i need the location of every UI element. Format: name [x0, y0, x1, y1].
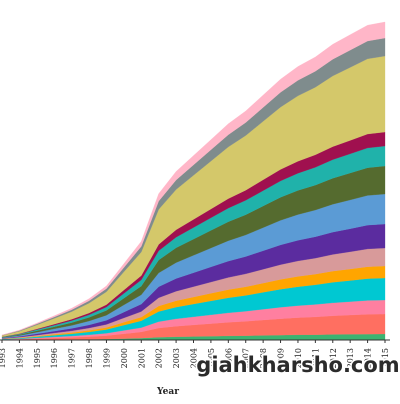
x-tick-label: 2010 [294, 348, 303, 368]
x-tick-label: 2001 [137, 348, 146, 368]
x-tick-label: 1994 [15, 348, 24, 368]
x-tick-label: 1995 [33, 348, 42, 368]
x-tick-label: 2013 [346, 348, 355, 368]
x-tick-label: 2006 [224, 348, 233, 368]
x-axis-label: Year [156, 387, 179, 397]
x-tick-label: 2015 [381, 348, 390, 368]
x-tick-label: 2005 [207, 348, 216, 368]
x-tick-label: 2014 [364, 348, 373, 368]
watermark: giahkharsho.com [196, 353, 399, 377]
x-tick-label: 2011 [311, 348, 320, 368]
area [1, 21, 386, 336]
x-tick-label: 2000 [120, 348, 129, 368]
x-tick-label: 2007 [242, 348, 251, 368]
x-tick-label: 1993 [0, 348, 7, 368]
x-tick-label: 2003 [172, 348, 181, 368]
x-tick-label: 1996 [50, 348, 59, 368]
x-tick-label: 1999 [102, 348, 111, 368]
x-tick-label: 1997 [68, 348, 77, 368]
x-tick-label: 2004 [190, 348, 199, 368]
x-tick-label: 2002 [155, 348, 164, 368]
x-tick-label: 2012 [329, 348, 338, 368]
x-tick-label: 2009 [277, 348, 286, 368]
x-tick-label: 2008 [259, 348, 268, 368]
x-tick-label: 1998 [85, 348, 94, 368]
